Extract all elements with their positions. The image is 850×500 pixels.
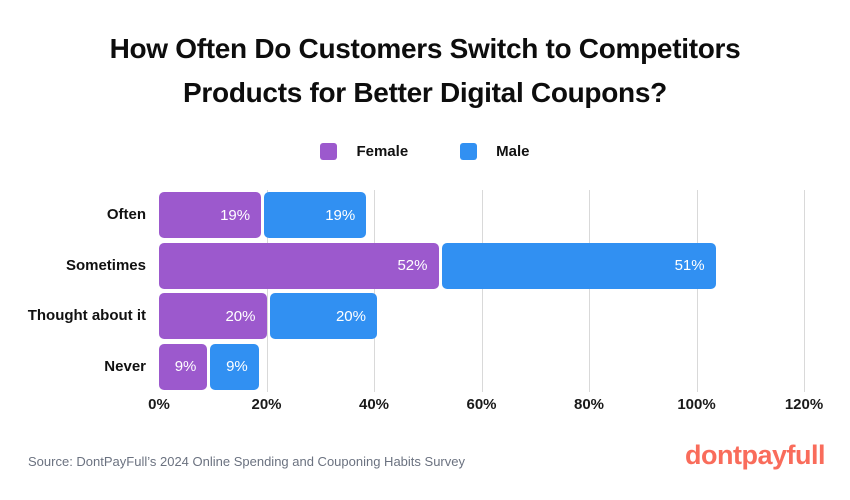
gridline-100 [696, 190, 698, 392]
gridline-120 [804, 190, 805, 392]
bar-segment-male-1: 51% [441, 242, 716, 289]
x-tick-label-100: 100% [677, 396, 716, 413]
legend: Female Male [0, 143, 850, 160]
gridline-80 [589, 190, 590, 392]
bar-segment-male-2: 20% [269, 293, 377, 339]
x-tick-label-80: 80% [573, 396, 605, 413]
bar-row-0: Often 19% 19% [107, 192, 804, 238]
gridline-20 [266, 190, 268, 392]
dontpayfull-logo: dontpayfull [685, 440, 825, 470]
legend-label-female: Female [356, 143, 409, 160]
bar-row-3: Never 9% 9% [104, 343, 804, 390]
chart-title-line2: Products for Better Digital Coupons? [183, 77, 667, 108]
category-label-3: Never [104, 357, 146, 375]
legend-swatch-male [460, 143, 478, 160]
bar-segment-male-3: 9% [210, 343, 259, 390]
bar-segment-female-2: 20% [159, 293, 267, 339]
gridline-60 [481, 190, 483, 392]
bar-chart: 0% 20% 40% 60% 80% 100% 120% Often 19% 19% Sometim… [28, 190, 823, 413]
chart-title-line1: How Often Do Customers Switch to Competi… [109, 33, 741, 64]
x-tick-label-0: 0% [148, 396, 170, 413]
bar-row-2: Thought about it 20% 20% [28, 293, 804, 339]
bar-segment-female-0: 19% [159, 192, 262, 238]
category-label-2: Thought about it [27, 307, 146, 324]
bar-segment-female-1: 52% [159, 242, 439, 289]
x-tick-label-40: 40% [358, 396, 390, 413]
category-label-0: Often [106, 206, 146, 223]
legend-swatch-female [320, 143, 338, 160]
gridline-40 [374, 190, 375, 392]
legend-item-female: Female [320, 143, 408, 160]
chart-title: How Often Do Customers Switch to Competi… [30, 27, 820, 115]
category-label-1: Sometimes [65, 256, 146, 274]
bar-segment-female-3: 9% [159, 343, 208, 390]
x-tick-label-120: 120% [784, 396, 824, 413]
bar-segment-male-0: 19% [264, 192, 367, 238]
source-text: Source: DontPayFull’s 2024 Online Spendi… [28, 454, 465, 469]
legend-item-male: Male [460, 143, 530, 160]
bar-row-1: Sometimes 52% 51% [66, 242, 804, 289]
x-tick-label-60: 60% [466, 396, 497, 413]
x-tick-label-20: 20% [251, 396, 282, 413]
legend-label-male: Male [496, 143, 530, 160]
